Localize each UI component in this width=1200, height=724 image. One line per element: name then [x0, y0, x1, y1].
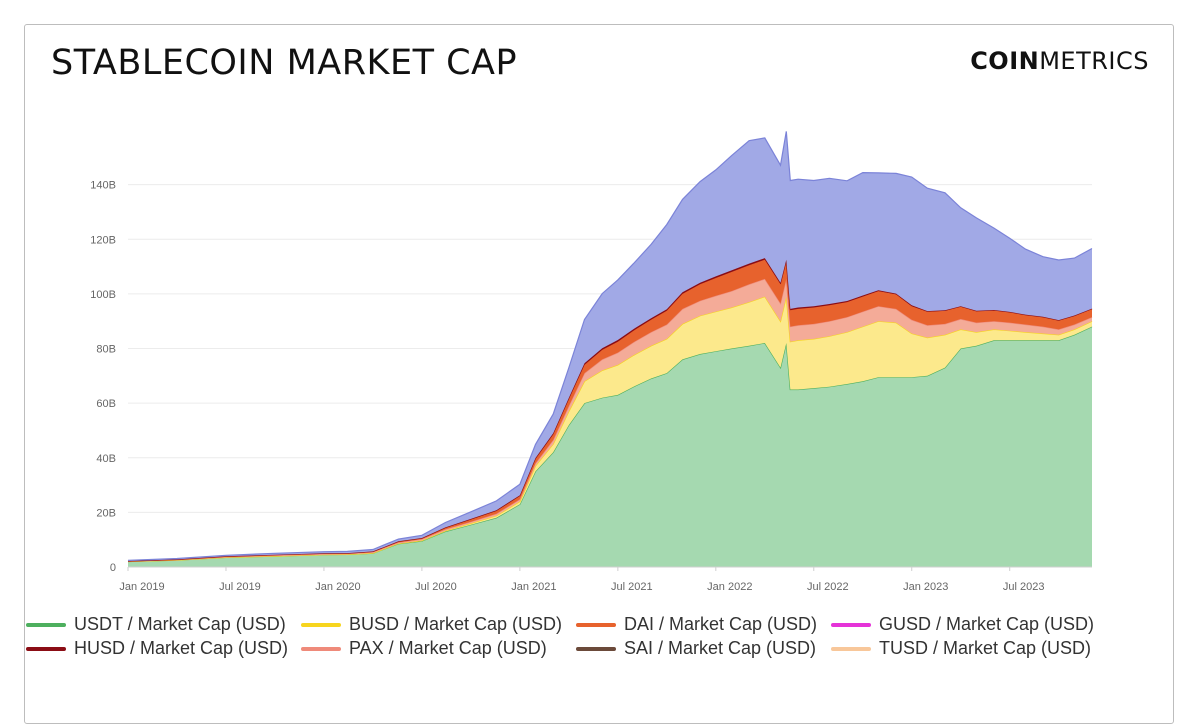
area-usdt [128, 326, 1092, 567]
area-usdc [128, 131, 1092, 561]
x-tick-label: Jan 2022 [707, 581, 752, 593]
y-tick-label: 40B [96, 453, 116, 465]
y-tick-label: 80B [96, 344, 116, 356]
x-tick-label: Jan 2021 [511, 581, 556, 593]
legend-label: GUSD / Market Cap (USD) [879, 614, 1095, 634]
legend-swatch [576, 646, 616, 651]
legend-item[interactable]: HUSD / Market Cap (USD) [26, 638, 288, 659]
x-tick-label: Jul 2019 [219, 581, 261, 593]
y-tick-label: 100B [90, 289, 116, 301]
legend-label: DAI / Market Cap (USD) [624, 614, 818, 634]
legend-item[interactable]: TUSD / Market Cap (USD) [831, 638, 1091, 659]
legend-swatch [26, 646, 66, 651]
legend-item[interactable]: GUSD / Market Cap (USD) [831, 614, 1094, 635]
coinmetrics-logo: COINMETRICS [970, 47, 1149, 75]
x-tick-label: Jul 2022 [807, 581, 849, 593]
line-pax [127, 278, 1093, 562]
legend-swatch [301, 622, 341, 627]
legend-label: PAX / Market Cap (USD) [349, 638, 547, 658]
legend-item[interactable]: PAX / Market Cap (USD) [301, 638, 547, 659]
legend-item[interactable]: BUSD / Market Cap (USD) [301, 614, 562, 635]
x-tick-label: Jan 2020 [315, 581, 360, 593]
legend-item[interactable]: SAI / Market Cap (USD) [576, 638, 816, 659]
logo-metrics: METRICS [1039, 47, 1149, 75]
legend-label: HUSD / Market Cap (USD) [74, 638, 289, 658]
legend-swatch [576, 622, 616, 627]
legend-label: USDT / Market Cap (USD) [74, 614, 286, 634]
area-busd [128, 296, 1092, 562]
x-tick-label: Jan 2023 [903, 581, 948, 593]
legend-label: BUSD / Market Cap (USD) [349, 614, 563, 634]
legend-label: TUSD / Market Cap (USD) [879, 638, 1092, 658]
y-tick-label: 140B [90, 180, 116, 192]
x-tick-label: Jul 2021 [611, 581, 653, 593]
chart-title: STABLECOIN MARKET CAP [51, 43, 518, 83]
legend-swatch [831, 622, 871, 627]
line-usdc [127, 131, 1093, 561]
y-tick-label: 60B [96, 398, 116, 410]
legend-swatch [301, 646, 341, 651]
legend-swatch [26, 622, 66, 627]
legend-item[interactable]: DAI / Market Cap (USD) [576, 614, 817, 635]
x-tick-label: Jul 2020 [415, 581, 457, 593]
legend-swatch [831, 646, 871, 651]
legend-item[interactable]: USDT / Market Cap (USD) [26, 614, 286, 635]
x-tick-label: Jul 2023 [1003, 581, 1045, 593]
y-tick-label: 120B [90, 234, 116, 246]
y-tick-label: 0 [110, 562, 116, 574]
y-tick-label: 20B [96, 507, 116, 519]
logo-coin: COIN [970, 47, 1040, 75]
legend-label: SAI / Market Cap (USD) [624, 638, 817, 658]
x-tick-label: Jan 2019 [119, 581, 164, 593]
